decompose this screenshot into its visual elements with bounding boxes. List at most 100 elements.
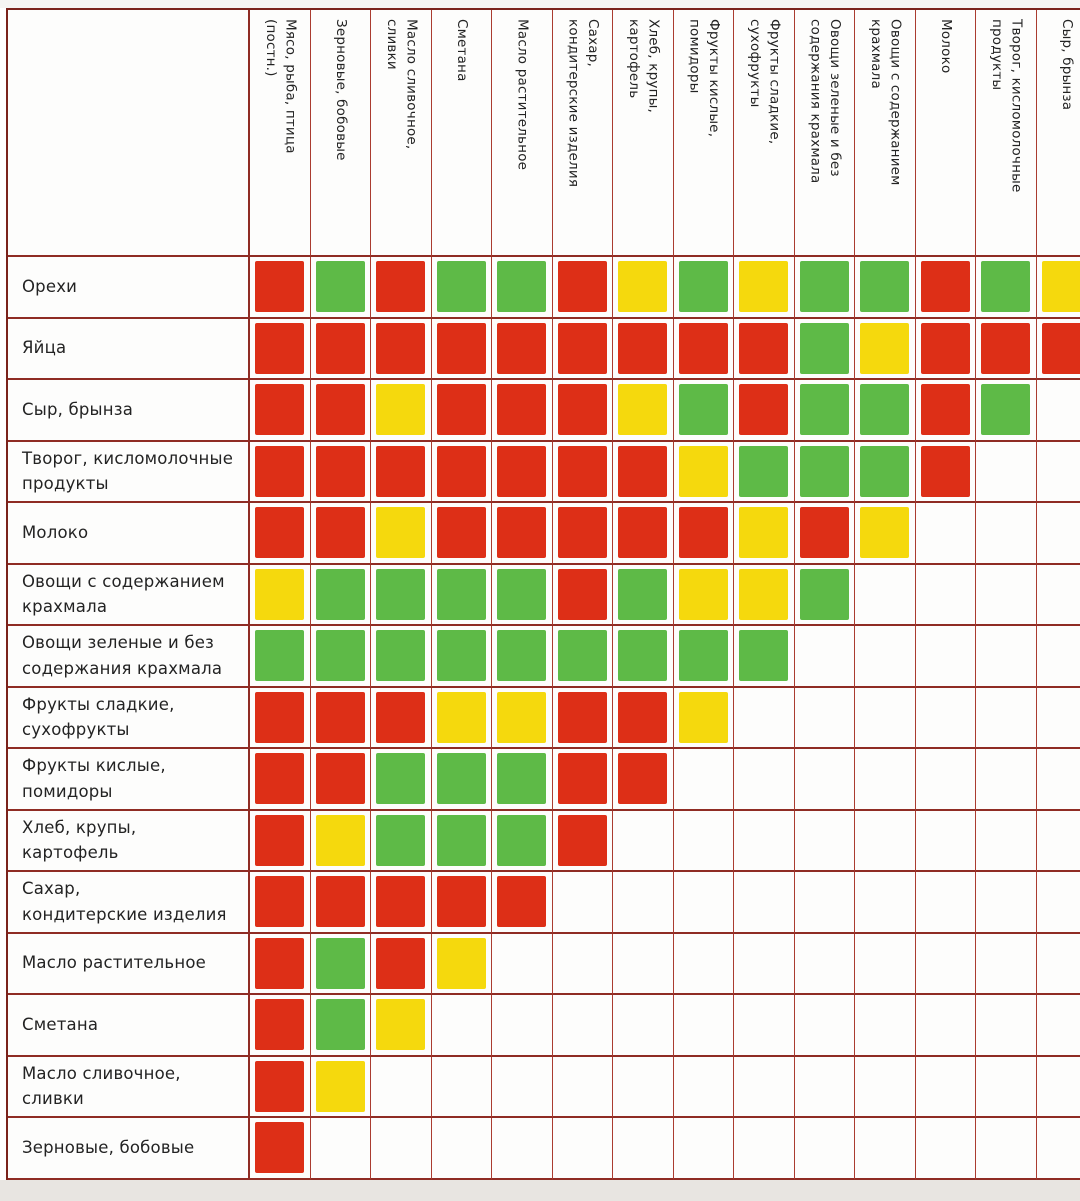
matrix-cell-r12-c9: [734, 933, 795, 995]
matrix-cell-r2-c14: [1036, 318, 1080, 380]
matrix-cell-r1-c14: [1036, 257, 1080, 319]
green-compatibility-marker: [860, 445, 910, 497]
green-compatibility-marker: [799, 384, 849, 436]
matrix-cell-r1-c8: [673, 257, 734, 319]
yellow-compatibility-marker: [376, 999, 426, 1051]
matrix-cell-r4-c4: [431, 441, 492, 503]
column-header-label: Фрукты кислые, помидоры: [686, 19, 722, 138]
matrix-cell-r9-c11: [855, 749, 916, 811]
row-header-11: Сахар, кондитерские изделия: [8, 872, 250, 934]
matrix-cell-r9-c5: [492, 749, 553, 811]
yellow-compatibility-marker: [739, 507, 789, 559]
row-header-9: Фрукты кислые, помидоры: [8, 749, 250, 811]
red-compatibility-marker: [557, 753, 607, 805]
matrix-cell-r11-c5: [492, 872, 553, 934]
matrix-cell-r11-c4: [431, 872, 492, 934]
matrix-cell-r14-c8: [673, 1056, 734, 1118]
matrix-cell-r12-c6: [552, 933, 613, 995]
row-header-label: Масло растительное: [22, 953, 206, 973]
row-header-13: Сметана: [8, 995, 250, 1057]
matrix-cell-r4-c6: [552, 441, 613, 503]
matrix-cell-r2-c12: [915, 318, 976, 380]
matrix-cell-r5-c3: [371, 503, 432, 565]
matrix-cell-r15-c7: [613, 1118, 674, 1180]
matrix-cell-r1-c10: [794, 257, 855, 319]
yellow-compatibility-marker: [860, 322, 910, 374]
green-compatibility-marker: [497, 630, 547, 682]
matrix-cell-r3-c7: [613, 380, 674, 442]
matrix-cell-r7-c12: [915, 626, 976, 688]
matrix-cell-r12-c7: [613, 933, 674, 995]
matrix-cell-r1-c2: [310, 257, 371, 319]
matrix-cell-r14-c4: [431, 1056, 492, 1118]
row-header-15: Зерновые, бобовые: [8, 1118, 250, 1180]
matrix-cell-r14-c1: [250, 1056, 311, 1118]
matrix-cell-r11-c2: [310, 872, 371, 934]
matrix-grid: Мясо, рыба, птица (постн.) Зерновые, бобо…: [8, 10, 1080, 1180]
matrix-cell-r10-c13: [976, 810, 1037, 872]
row-header-label: Сыр, брынза: [22, 399, 134, 419]
red-compatibility-marker: [497, 322, 547, 374]
matrix-cell-r3-c11: [855, 380, 916, 442]
compatibility-table: Мясо, рыба, птица (постн.) Зерновые, бобо…: [6, 8, 1080, 1182]
column-header-2: Зерновые, бобовые: [310, 10, 371, 257]
matrix-cell-r12-c8: [673, 933, 734, 995]
matrix-cell-r5-c6: [552, 503, 613, 565]
matrix-cell-r13-c11: [855, 995, 916, 1057]
matrix-cell-r3-c8: [673, 380, 734, 442]
red-compatibility-marker: [255, 384, 305, 436]
matrix-cell-r11-c11: [855, 872, 916, 934]
yellow-compatibility-marker: [739, 261, 789, 313]
red-compatibility-marker: [255, 814, 305, 866]
matrix-cell-r1-c7: [613, 257, 674, 319]
matrix-cell-r8-c4: [431, 687, 492, 749]
green-compatibility-marker: [436, 261, 486, 313]
matrix-cell-r13-c2: [310, 995, 371, 1057]
matrix-cell-r3-c12: [915, 380, 976, 442]
row-header-label: Молоко: [22, 522, 89, 542]
matrix-cell-r6-c1: [250, 564, 311, 626]
column-header-label: Сметана: [454, 19, 471, 82]
green-compatibility-marker: [799, 322, 849, 374]
matrix-cell-r14-c5: [492, 1056, 553, 1118]
red-compatibility-marker: [920, 322, 970, 374]
matrix-cell-r3-c3: [371, 380, 432, 442]
green-compatibility-marker: [981, 261, 1031, 313]
matrix-cell-r2-c6: [552, 318, 613, 380]
column-header-1: Мясо, рыба, птица (постн.): [250, 10, 311, 257]
matrix-cell-r8-c13: [976, 687, 1037, 749]
matrix-cell-r15-c3: [371, 1118, 432, 1180]
matrix-cell-r11-c12: [915, 872, 976, 934]
matrix-cell-r6-c13: [976, 564, 1037, 626]
green-compatibility-marker: [799, 445, 849, 497]
green-compatibility-marker: [678, 261, 728, 313]
matrix-cell-r4-c8: [673, 441, 734, 503]
matrix-cell-r12-c14: [1036, 933, 1080, 995]
matrix-cell-r5-c10: [794, 503, 855, 565]
matrix-cell-r1-c6: [552, 257, 613, 319]
matrix-cell-r14-c9: [734, 1056, 795, 1118]
column-header-5: Масло растительное: [492, 10, 553, 257]
matrix-cell-r8-c10: [794, 687, 855, 749]
matrix-cell-r5-c5: [492, 503, 553, 565]
matrix-cell-r13-c3: [371, 995, 432, 1057]
column-header-label: Хлеб, крупы, картофель: [625, 19, 662, 113]
red-compatibility-marker: [255, 1060, 305, 1112]
green-compatibility-marker: [678, 384, 728, 436]
red-compatibility-marker: [376, 691, 426, 743]
green-compatibility-marker: [497, 568, 547, 620]
matrix-cell-r9-c1: [250, 749, 311, 811]
matrix-cell-r8-c8: [673, 687, 734, 749]
yellow-compatibility-marker: [618, 384, 668, 436]
matrix-cell-r13-c6: [552, 995, 613, 1057]
green-compatibility-marker: [376, 814, 426, 866]
red-compatibility-marker: [255, 445, 305, 497]
matrix-cell-r12-c11: [855, 933, 916, 995]
matrix-cell-r1-c3: [371, 257, 432, 319]
green-compatibility-marker: [739, 630, 789, 682]
matrix-cell-r15-c11: [855, 1118, 916, 1180]
matrix-cell-r14-c14: [1036, 1056, 1080, 1118]
row-header-label: Орехи: [22, 276, 78, 296]
yellow-compatibility-marker: [315, 814, 365, 866]
matrix-cell-r4-c7: [613, 441, 674, 503]
